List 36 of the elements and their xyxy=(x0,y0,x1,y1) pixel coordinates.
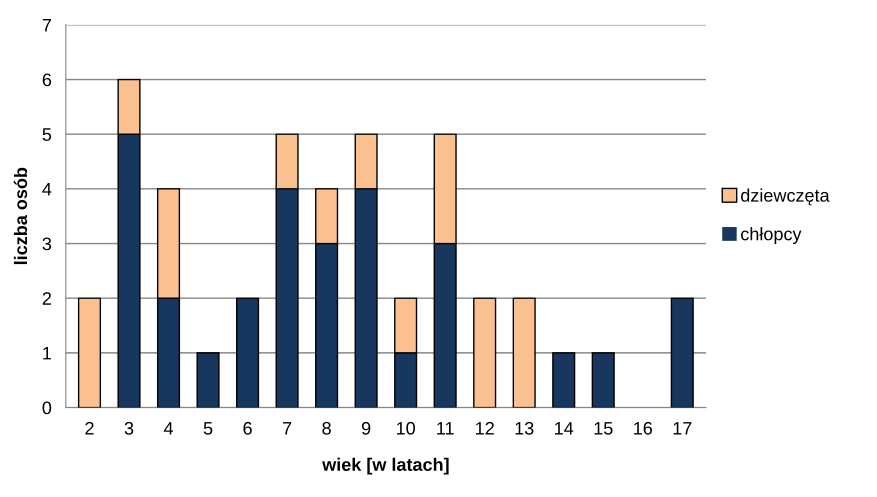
x-tick-label: 4 xyxy=(164,422,174,435)
y-axis-title: liczba osób xyxy=(14,168,28,264)
x-tick-label: 2 xyxy=(85,422,94,435)
bar xyxy=(512,298,536,408)
x-tick-label: 8 xyxy=(322,422,331,435)
y-tick-label: 4 xyxy=(42,182,52,196)
bar xyxy=(196,352,220,408)
legend-label: chłopcy xyxy=(741,227,802,244)
y-tick-label: 3 xyxy=(42,237,52,250)
x-tick-label: 16 xyxy=(634,422,652,435)
bar xyxy=(473,298,496,408)
x-tick-label: 7 xyxy=(282,422,292,435)
y-tick-label: 2 xyxy=(42,292,51,305)
y-tick-label: 6 xyxy=(42,73,52,86)
bar xyxy=(670,298,694,408)
x-tick-label: 10 xyxy=(396,422,415,435)
bar xyxy=(592,352,615,408)
x-tick-label: 6 xyxy=(243,422,252,435)
bar xyxy=(552,352,576,408)
x-tick-label: 9 xyxy=(362,422,370,435)
x-tick-label: 14 xyxy=(555,422,574,435)
legend-label: dziewczęta xyxy=(741,188,830,206)
y-tick-label: 5 xyxy=(42,128,52,141)
x-tick-label: 13 xyxy=(516,422,534,435)
x-tick-label: 17 xyxy=(674,422,692,435)
bar xyxy=(78,298,102,408)
x-tick-label: 11 xyxy=(437,422,454,435)
bar xyxy=(236,298,260,408)
x-axis-title: wiek [w latach] xyxy=(322,458,449,475)
y-tick-label: 1 xyxy=(43,346,52,360)
x-tick-label: 3 xyxy=(124,422,134,435)
y-tick-label: 7 xyxy=(42,18,51,32)
x-tick-label: 5 xyxy=(204,422,212,435)
x-tick-label: 15 xyxy=(594,422,613,435)
x-tick-label: 12 xyxy=(476,422,494,435)
y-tick-label: 0 xyxy=(42,401,52,414)
